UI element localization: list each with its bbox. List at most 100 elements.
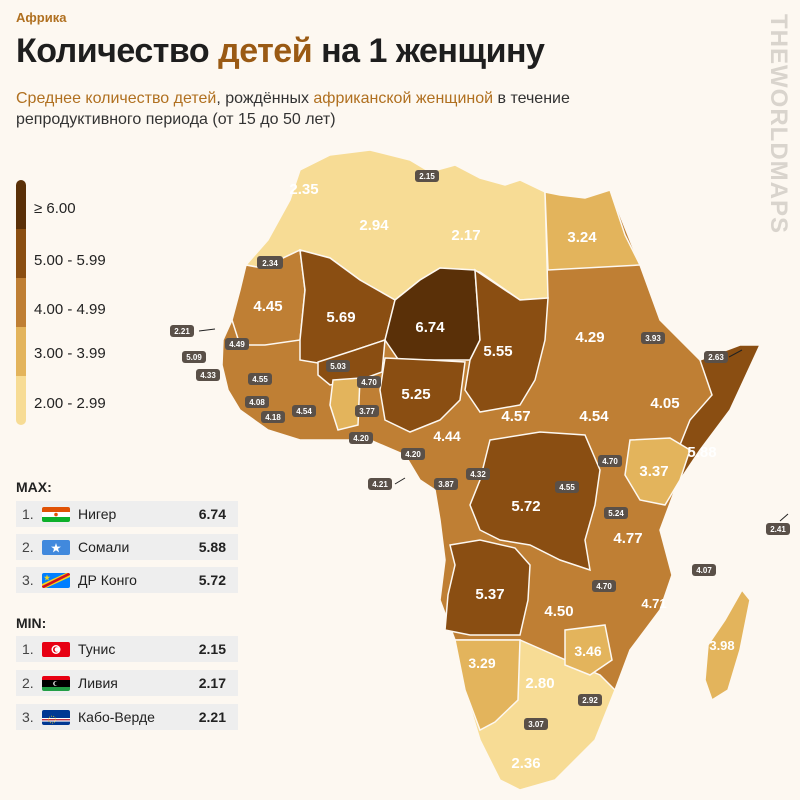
country-name: Тунис xyxy=(78,641,116,657)
legend-swatch-5 xyxy=(16,376,26,425)
map-value-drc: 5.72 xyxy=(511,498,540,515)
map-value-sao-tome: 4.20 xyxy=(405,450,421,459)
legend-label-2: 5.00 - 5.99 xyxy=(34,252,106,269)
min-row-2: 2. Ливия 2.17 xyxy=(16,670,238,696)
region-drc xyxy=(469,431,601,572)
country-value: 5.88 xyxy=(198,539,226,555)
rank-number: 2. xyxy=(22,539,34,555)
map-value-mauritania: 4.45 xyxy=(253,298,282,315)
map-value-eq-guinea: 4.21 xyxy=(372,480,388,489)
min-row-3: 3. Кабо-Верде 2.21 xyxy=(16,704,238,730)
rank-number: 3. xyxy=(22,572,34,588)
min-heading: MIN: xyxy=(16,615,47,631)
label-pill-cabo-verde xyxy=(170,325,194,337)
somalia-flag-icon xyxy=(42,540,70,555)
rank-number: 3. xyxy=(22,709,34,725)
title-part-2: на 1 женщину xyxy=(312,32,545,70)
legend-swatch-1 xyxy=(16,180,26,229)
label-pill-uganda xyxy=(598,455,622,467)
map-value-niger: 6.74 xyxy=(415,319,445,336)
drc-flag-icon xyxy=(42,573,70,588)
label-pill-djibouti xyxy=(704,351,728,363)
label-pill-rwanda xyxy=(555,481,579,493)
label-pill-senegal xyxy=(225,338,249,350)
map-value-namibia: 3.29 xyxy=(468,655,495,671)
legend-label-1: ≥ 6.00 xyxy=(34,200,76,217)
map-value-seychelles: 2.41 xyxy=(770,525,786,534)
label-pill-tunisia xyxy=(415,170,439,182)
country-name: ДР Конго xyxy=(78,572,137,588)
region-namibia xyxy=(454,639,521,732)
country-value: 6.74 xyxy=(198,506,226,522)
map-value-congo: 4.32 xyxy=(470,470,486,479)
map-value-algeria: 2.94 xyxy=(359,217,389,234)
cabo-verde-flag-icon xyxy=(42,710,70,725)
map-value-kenya: 3.37 xyxy=(639,463,668,480)
map-value-tunisia: 2.15 xyxy=(419,172,435,181)
label-pill-benin xyxy=(349,432,373,444)
map-value-south-africa: 2.36 xyxy=(511,755,540,772)
niger-flag-icon xyxy=(42,507,70,522)
label-pill-guinea xyxy=(248,373,272,385)
map-value-benin: 4.20 xyxy=(353,434,369,443)
label-pill-gabon xyxy=(434,478,458,490)
map-value-liberia: 4.18 xyxy=(265,413,281,422)
map-value-western-sahara: 2.34 xyxy=(262,259,278,268)
title-part-1: Количество xyxy=(16,32,219,70)
map-value-tanzania: 4.77 xyxy=(613,530,642,547)
map-value-chad: 5.55 xyxy=(483,343,512,360)
label-pill-eswatini xyxy=(578,694,602,706)
map-value-lesotho: 3.07 xyxy=(528,720,544,729)
map-value-sudan: 4.29 xyxy=(575,329,604,346)
country-name: Сомали xyxy=(78,539,130,555)
min-row-1: 1. Тунис 2.15 xyxy=(16,636,238,662)
region-zimbabwe xyxy=(564,624,613,676)
map-value-mali: 5.69 xyxy=(326,309,355,326)
max-heading: MAX: xyxy=(16,479,52,495)
pointer-arrow-eq-guinea xyxy=(394,477,406,485)
pointer-arrow-cabo-verde xyxy=(198,328,216,332)
map-value-rwanda: 4.55 xyxy=(559,483,575,492)
pointer-arrow-seychelles xyxy=(779,513,789,522)
subtitle-part-2: , рождённых xyxy=(216,90,314,107)
tunisia-flag-icon xyxy=(42,642,70,657)
legend-label-3: 4.00 - 4.99 xyxy=(34,301,106,318)
label-pill-seychelles xyxy=(766,523,790,535)
max-row-3: 3. ДР Конго 5.72 xyxy=(16,567,238,593)
map-value-mozambique: 4.71 xyxy=(641,596,666,611)
map-value-car: 4.57 xyxy=(501,408,530,425)
label-pill-ghana xyxy=(355,405,379,417)
map-value-uganda: 4.70 xyxy=(602,457,618,466)
country-value: 2.15 xyxy=(198,641,226,657)
label-pill-malawi xyxy=(592,580,616,592)
map-value-togo: 4.70 xyxy=(361,378,377,387)
map-value-gabon: 3.87 xyxy=(438,480,454,489)
legend-label-4: 3.00 - 3.99 xyxy=(34,345,106,362)
map-value-cote-divoire: 4.54 xyxy=(296,407,312,416)
label-pill-gambia xyxy=(182,351,206,363)
map-value-senegal: 4.49 xyxy=(229,340,245,349)
map-value-ghana: 3.77 xyxy=(359,407,375,416)
map-value-sierra-leone: 4.08 xyxy=(249,398,265,407)
max-row-2: 2. Сомали 5.88 xyxy=(16,534,238,560)
pointer-arrow-djibouti xyxy=(728,349,743,358)
legend-label-5: 2.00 - 2.99 xyxy=(34,395,106,412)
label-pill-burundi xyxy=(604,507,628,519)
country-name: Ливия xyxy=(78,675,118,691)
map-value-zimbabwe: 3.46 xyxy=(574,643,601,659)
page-title: Количество детей на 1 женщину xyxy=(16,32,545,71)
rank-number: 1. xyxy=(22,641,34,657)
map-value-zambia: 4.50 xyxy=(544,603,573,620)
label-pill-eritrea xyxy=(641,332,665,344)
rank-number: 1. xyxy=(22,506,34,522)
map-value-cameroon: 4.44 xyxy=(433,428,460,444)
map-value-libya: 2.17 xyxy=(451,227,480,244)
map-value-madagascar: 3.98 xyxy=(709,638,734,653)
label-pill-comoros xyxy=(692,564,716,576)
map-value-malawi: 4.70 xyxy=(596,582,612,591)
country-value: 2.21 xyxy=(198,709,226,725)
country-name: Кабо-Верде xyxy=(78,709,155,725)
map-value-south-sudan: 4.54 xyxy=(579,408,609,425)
